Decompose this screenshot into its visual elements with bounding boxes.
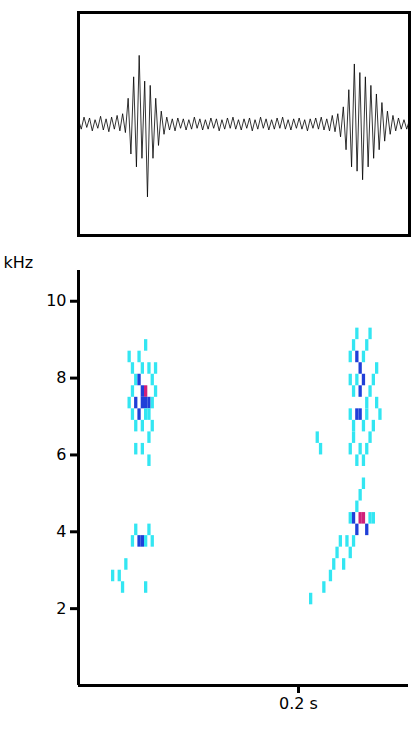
svg-text:0.2 s: 0.2 s [279, 694, 318, 713]
svg-text:10: 10 [46, 291, 66, 310]
svg-text:2: 2 [56, 599, 66, 618]
svg-text:8: 8 [56, 368, 66, 387]
svg-text:6: 6 [56, 445, 66, 464]
svg-text:kHz: kHz [4, 253, 34, 272]
svg-text:4: 4 [56, 522, 66, 541]
